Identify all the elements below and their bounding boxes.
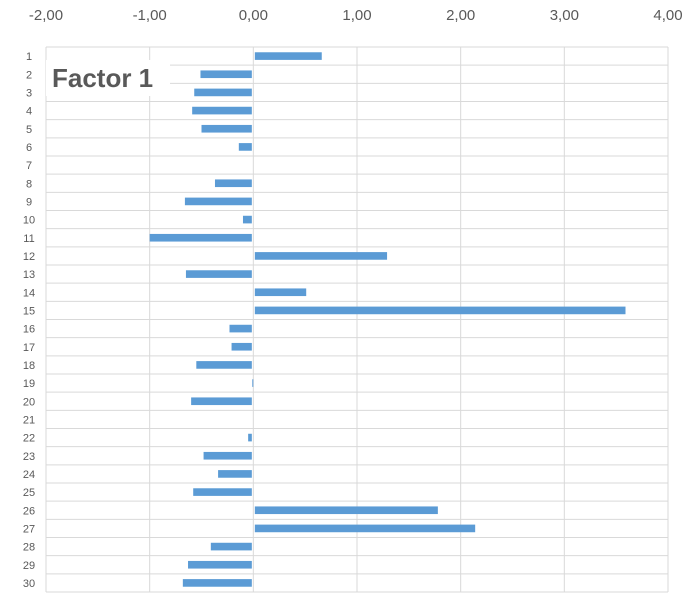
bars [149, 52, 626, 587]
bar [238, 143, 252, 151]
x-tick-label: 2,00 [446, 7, 475, 24]
bar [218, 470, 252, 478]
y-tick-label: 10 [23, 215, 35, 227]
x-tick-labels: -2,00 -1,00 0,00 1,00 2,00 3,00 4,00 [29, 7, 683, 24]
y-tick-label: 17 [23, 342, 35, 354]
y-tick-label: 21 [23, 414, 35, 426]
y-tick-label: 8 [26, 178, 32, 190]
bar [248, 433, 252, 442]
bar [185, 270, 252, 278]
y-tick-label: 27 [23, 523, 35, 535]
bar [188, 560, 252, 569]
y-tick-label: 15 [23, 305, 35, 317]
y-tick-labels: 1234567891011121314151617181920212223242… [23, 51, 35, 590]
y-tick-label: 5 [26, 124, 32, 136]
y-tick-label: 19 [23, 378, 35, 390]
bar [252, 379, 254, 387]
x-tick-label: 3,00 [550, 7, 579, 24]
y-tick-label: 1 [26, 51, 32, 63]
y-tick-label: 7 [26, 160, 32, 172]
y-tick-label: 30 [23, 578, 35, 590]
bar [182, 579, 252, 587]
chart-title-background [46, 60, 170, 96]
bar [254, 506, 438, 515]
x-tick-label: 1,00 [342, 7, 371, 24]
bar [254, 524, 476, 533]
bar [254, 306, 626, 315]
y-tick-label: 22 [23, 433, 35, 445]
y-tick-label: 18 [23, 360, 35, 372]
bar [193, 488, 252, 496]
bar [192, 106, 252, 115]
y-tick-label: 28 [23, 542, 35, 554]
y-tick-label: 13 [23, 269, 35, 281]
bar [214, 179, 252, 188]
y-tick-label: 2 [26, 69, 32, 81]
bar [200, 70, 252, 79]
bar [194, 88, 252, 97]
y-tick-label: 26 [23, 505, 35, 517]
bar [196, 361, 252, 369]
y-tick-label: 11 [23, 233, 34, 245]
y-tick-label: 6 [26, 142, 32, 154]
y-tick-label: 29 [23, 560, 35, 572]
bar [149, 233, 252, 242]
gridlines [45, 46, 669, 593]
y-tick-label: 20 [23, 396, 35, 408]
y-tick-label: 4 [26, 106, 32, 118]
bar [210, 542, 252, 551]
x-tick-label: 4,00 [653, 7, 682, 24]
y-tick-label: 23 [23, 451, 35, 463]
x-tick-label: -2,00 [29, 7, 63, 24]
bar [231, 342, 252, 351]
bar [203, 451, 252, 460]
y-tick-label: 25 [23, 487, 35, 499]
bar [184, 197, 252, 206]
x-tick-label: -1,00 [133, 7, 167, 24]
bar [191, 397, 252, 406]
y-tick-label: 24 [23, 469, 35, 481]
chart-title: Factor 1 [52, 63, 153, 93]
y-tick-label: 16 [23, 324, 35, 336]
x-tick-label: 0,00 [239, 7, 268, 24]
y-tick-label: 12 [23, 251, 35, 263]
bar [201, 124, 252, 133]
bar [254, 288, 307, 297]
y-tick-label: 14 [23, 287, 35, 299]
y-tick-label: 9 [26, 196, 32, 208]
bar [254, 252, 388, 260]
bar [229, 324, 252, 333]
y-tick-label: 3 [26, 87, 32, 99]
bar [242, 215, 252, 224]
bar [254, 52, 322, 60]
